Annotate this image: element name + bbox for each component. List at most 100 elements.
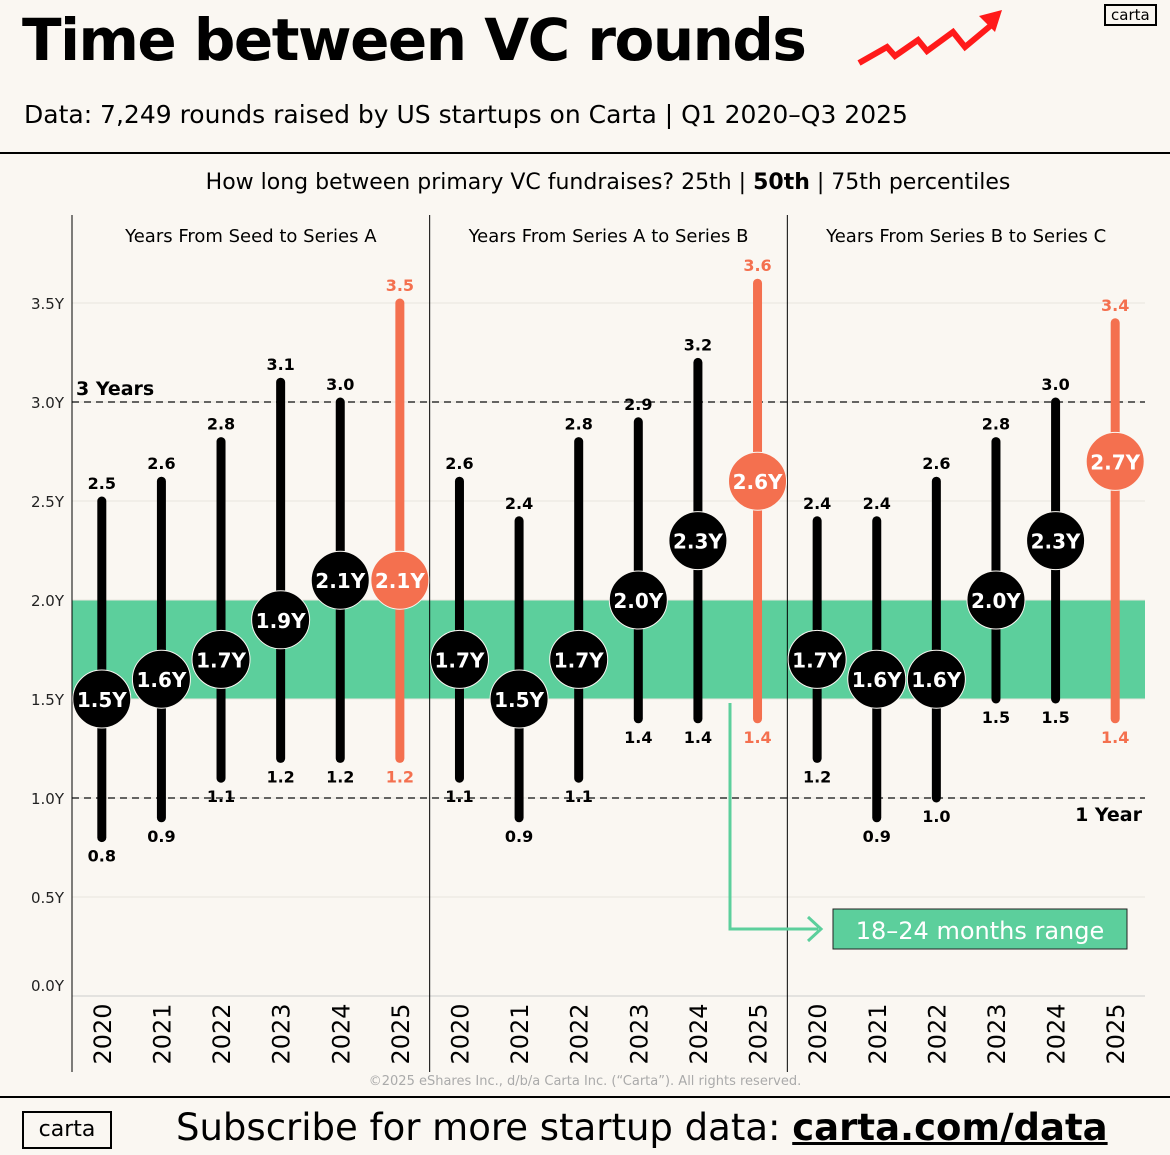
p25-label: 1.5 [982, 708, 1010, 727]
x-tick-label: 2022 [208, 1003, 236, 1064]
subscribe-link[interactable]: carta.com/data [792, 1106, 1108, 1149]
chart-title: Time between VC rounds [22, 6, 807, 74]
reference-label: 3 Years [76, 378, 154, 400]
p25-label: 1.4 [743, 728, 771, 747]
x-tick-label: 2021 [148, 1003, 176, 1064]
median-dot [310, 550, 370, 610]
y-tick-label: 3.5Y [31, 295, 65, 313]
question-suffix: | 75th percentiles [809, 170, 1011, 195]
copyright: ©2025 eShares Inc., d/b/a Carta Inc. (“C… [368, 1074, 802, 1089]
median-label: 2.1Y [315, 569, 365, 593]
y-tick-label: 0.5Y [31, 889, 65, 907]
median-label: 1.5Y [494, 688, 544, 712]
p25-label: 1.1 [565, 787, 593, 806]
p25-label: 1.5 [1041, 708, 1069, 727]
median-label: 1.7Y [196, 648, 246, 672]
x-tick-label: 2021 [506, 1003, 534, 1064]
p75-label: 3.0 [1041, 375, 1069, 394]
p25-label: 1.0 [922, 807, 950, 826]
chart-question: How long between primary VC fundraises? … [0, 170, 1170, 195]
x-tick-label: 2024 [1043, 1003, 1071, 1064]
subscribe-prefix: Subscribe for more startup data: [176, 1106, 793, 1149]
median-label: 1.6Y [136, 668, 186, 692]
median-label: 1.6Y [852, 668, 902, 692]
p75-label: 2.6 [922, 454, 950, 473]
panel-title: Years From Series B to Series C [825, 226, 1106, 247]
y-tick-label: 2.5Y [31, 493, 65, 511]
median-dot [191, 629, 251, 689]
question-prefix: How long between primary VC fundraises? … [205, 170, 754, 195]
median-label: 2.7Y [1090, 450, 1140, 474]
y-tick-label: 0.0Y [31, 977, 65, 995]
panel-title: Years From Seed to Series A [124, 226, 377, 247]
green-band [72, 600, 1145, 699]
y-tick-label: 1.5Y [31, 691, 65, 709]
median-dot [1026, 511, 1086, 571]
p25-label: 1.1 [207, 787, 235, 806]
x-tick-label: 2020 [446, 1003, 474, 1064]
median-label: 2.1Y [375, 569, 425, 593]
p75-label: 3.1 [266, 355, 294, 374]
reference-label: 1 Year [1075, 804, 1143, 826]
median-dot [72, 669, 132, 729]
p75-label: 3.6 [743, 256, 771, 275]
callout-arrowhead [806, 915, 824, 943]
median-dot [668, 511, 728, 571]
median-label: 1.7Y [792, 648, 842, 672]
p25-label: 1.4 [1101, 728, 1129, 747]
p25-label: 1.4 [684, 728, 712, 747]
median-label: 2.3Y [1031, 530, 1081, 554]
x-tick-label: 2020 [89, 1003, 117, 1064]
median-dot [1085, 431, 1145, 491]
y-tick-label: 2.0Y [31, 592, 65, 610]
p25-label: 0.9 [863, 827, 891, 846]
median-label: 1.5Y [77, 688, 127, 712]
median-label: 2.0Y [613, 589, 663, 613]
p75-label: 2.8 [982, 415, 1010, 434]
callout-arrow [728, 703, 818, 931]
median-dot [429, 629, 489, 689]
p25-label: 1.1 [445, 787, 473, 806]
question-bold: 50th [753, 170, 810, 195]
median-dot [549, 629, 609, 689]
x-tick-label: 2023 [268, 1003, 296, 1064]
median-dot [131, 649, 191, 709]
x-tick-label: 2025 [745, 1003, 773, 1064]
median-dot [847, 649, 907, 709]
x-tick-label: 2020 [804, 1003, 832, 1064]
y-tick-label: 1.0Y [31, 790, 65, 808]
band-label: 18–24 months range [856, 917, 1105, 945]
median-dot [370, 550, 430, 610]
p25-label: 0.9 [505, 827, 533, 846]
carta-logo: carta [22, 1111, 112, 1149]
median-label: 2.0Y [971, 589, 1021, 613]
x-tick-label: 2023 [625, 1003, 653, 1064]
median-dot [489, 669, 549, 729]
p75-label: 2.6 [445, 454, 473, 473]
median-dot [728, 451, 788, 511]
x-tick-label: 2023 [983, 1003, 1011, 1064]
panel-title: Years From Series A to Series B [468, 226, 749, 247]
p75-label: 2.8 [565, 415, 593, 434]
p25-label: 1.2 [803, 767, 831, 786]
p75-label: 2.4 [505, 494, 533, 513]
subtitle: Data: 7,249 rounds raised by US startups… [24, 100, 908, 129]
x-tick-label: 2025 [1102, 1003, 1130, 1064]
p75-label: 2.5 [88, 474, 116, 493]
p25-label: 1.2 [326, 767, 354, 786]
median-dot [787, 629, 847, 689]
divider [0, 152, 1170, 154]
p75-label: 2.6 [147, 454, 175, 473]
p75-label: 2.8 [207, 415, 235, 434]
x-tick-label: 2021 [864, 1003, 892, 1064]
carta-logo: carta [1104, 4, 1157, 26]
median-dot [608, 570, 668, 630]
divider [0, 1096, 1170, 1098]
trend-arrow-icon [857, 10, 1002, 66]
p25-label: 0.9 [147, 827, 175, 846]
p75-label: 3.5 [386, 276, 414, 295]
median-label: 1.6Y [911, 668, 961, 692]
median-dot [966, 570, 1026, 630]
x-tick-label: 2025 [387, 1003, 415, 1064]
